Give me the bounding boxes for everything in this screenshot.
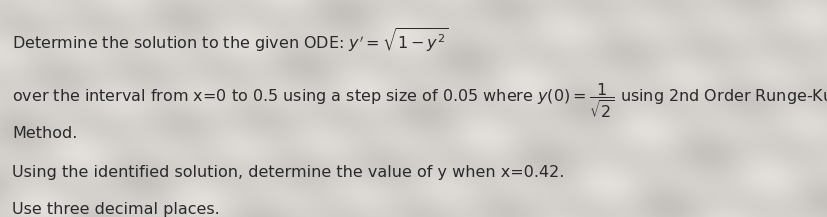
Text: Use three decimal places.: Use three decimal places. [12,202,220,217]
Text: over the interval from x=0 to 0.5 using a step size of 0.05 where $y(0) = \dfrac: over the interval from x=0 to 0.5 using … [12,82,827,122]
Text: Using the identified solution, determine the value of y when x=0.42.: Using the identified solution, determine… [12,165,564,180]
Text: Determine the solution to the given ODE: $y' = \sqrt{1-y^2}$: Determine the solution to the given ODE:… [12,26,448,54]
Text: Method.: Method. [12,126,78,141]
